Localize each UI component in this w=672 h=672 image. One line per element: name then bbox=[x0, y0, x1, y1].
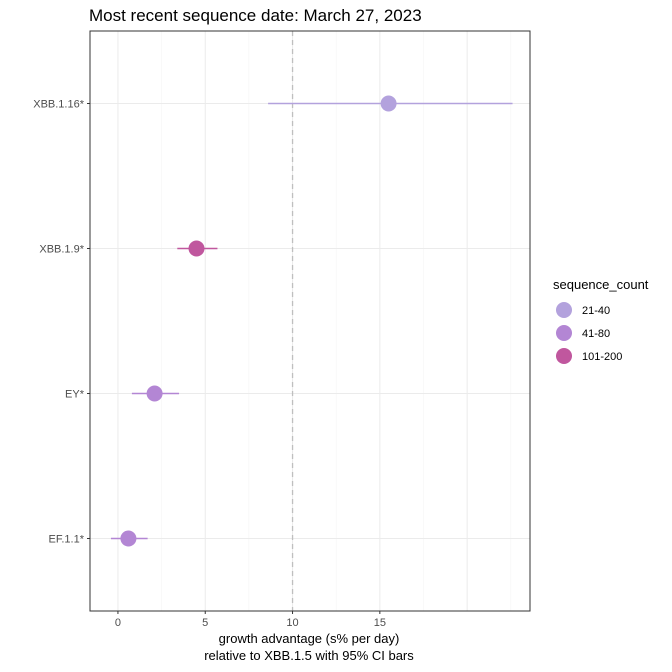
x-tick-label: 0 bbox=[115, 617, 121, 629]
x-axis-title-line2: relative to XBB.1.5 with 95% CI bars bbox=[204, 648, 414, 663]
chart-title: Most recent sequence date: March 27, 202… bbox=[89, 6, 422, 25]
legend-label: 101-200 bbox=[582, 351, 622, 363]
x-tick-label: 5 bbox=[202, 617, 208, 629]
legend-key-point bbox=[556, 325, 572, 341]
legend: sequence_count 21-40 41-80 101-200 bbox=[553, 277, 649, 364]
x-tick-label: 15 bbox=[374, 617, 386, 629]
legend-label: 21-40 bbox=[582, 305, 610, 317]
legend-key-point bbox=[556, 348, 572, 364]
legend-title: sequence_count bbox=[553, 277, 649, 292]
y-tick-label: EY* bbox=[65, 389, 85, 401]
y-tick-label: XBB.1.16* bbox=[33, 99, 84, 111]
y-axis: XBB.1.16* XBB.1.9* EY* EF.1.1* bbox=[33, 99, 90, 546]
legend-key-point bbox=[556, 302, 572, 318]
plot-panel bbox=[89, 30, 531, 612]
y-tick-label: EF.1.1* bbox=[49, 534, 85, 546]
data-marks bbox=[110, 95, 513, 547]
x-axis-title-line1: growth advantage (s% per day) bbox=[219, 631, 400, 646]
x-tick-label: 10 bbox=[286, 617, 298, 629]
data-point bbox=[120, 530, 137, 547]
grid bbox=[90, 31, 530, 611]
data-point bbox=[188, 240, 205, 257]
x-axis: 0 5 10 15 bbox=[115, 611, 386, 629]
data-point bbox=[380, 95, 397, 112]
y-tick-label: XBB.1.9* bbox=[39, 244, 84, 256]
legend-label: 41-80 bbox=[582, 328, 610, 340]
data-point bbox=[146, 385, 163, 402]
